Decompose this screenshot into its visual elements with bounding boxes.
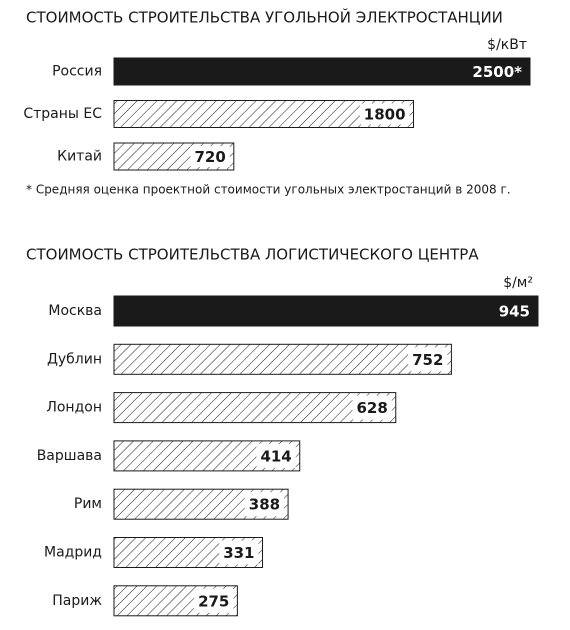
category-label: Москва [48, 303, 102, 319]
value-label-background [190, 146, 230, 167]
value-label-background [194, 588, 234, 613]
value-label-background [219, 540, 259, 565]
chart-title: СТОИМОСТЬ СТРОИТЕЛЬСТВА ЛОГИСТИЧЕСКОГО Ц… [26, 246, 479, 264]
value-label: 1800 [364, 106, 406, 124]
bar [113, 57, 531, 86]
category-label: Мадрид [44, 545, 102, 561]
value-label: 275 [198, 592, 229, 610]
category-label: Страны ЕС [23, 106, 102, 122]
value-label-background [359, 103, 410, 125]
value-label: 331 [223, 544, 254, 562]
chart-title: СТОИМОСТЬ СТРОИТЕЛЬСТВА УГОЛЬНОЙ ЭЛЕКТРО… [26, 8, 503, 27]
unit-label: $/м² [503, 275, 533, 291]
value-label: 752 [412, 351, 443, 369]
category-label: Дублин [47, 351, 102, 367]
value-label: 628 [356, 399, 387, 417]
value-label: 414 [260, 447, 291, 465]
category-label: Рим [74, 496, 102, 512]
value-label: 2500* [472, 63, 522, 81]
bar [113, 392, 397, 424]
footnote: * Средняя оценка проектной стоимости уго… [26, 183, 511, 197]
value-label-background [244, 492, 285, 517]
category-label: Лондон [46, 400, 102, 416]
category-label: Варшава [37, 448, 102, 464]
category-label: Париж [52, 593, 102, 609]
value-label: 388 [249, 496, 280, 514]
category-label: Россия [52, 64, 102, 80]
bar [113, 295, 539, 327]
bar [113, 343, 452, 375]
value-label: 945 [499, 303, 530, 321]
value-label-background [256, 443, 296, 468]
value-label-background [352, 395, 392, 420]
unit-label: $/кВт [487, 37, 527, 53]
value-label-background [408, 347, 448, 372]
value-label: 720 [194, 148, 225, 166]
category-label: Китай [57, 149, 102, 165]
